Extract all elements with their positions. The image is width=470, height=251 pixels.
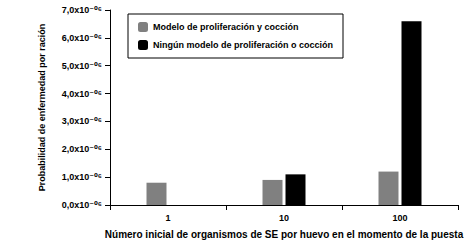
svg-text:Probabilidad de enfermedad por: Probabilidad de enfermedad por ración (37, 24, 47, 192)
svg-text:3,0x10⁻⁰⁶: 3,0x10⁻⁰⁶ (62, 116, 102, 126)
svg-text:Ningún modelo de proliferación: Ningún modelo de proliferación o cocción (153, 40, 333, 50)
svg-text:Modelo de proliferación y cocc: Modelo de proliferación y cocción (153, 22, 299, 32)
svg-text:4,0x10⁻⁰⁶: 4,0x10⁻⁰⁶ (62, 89, 102, 99)
svg-text:1: 1 (165, 213, 170, 223)
svg-text:0,0x10⁻⁰⁶: 0,0x10⁻⁰⁶ (62, 200, 102, 210)
svg-text:1,0x10⁻⁰⁶: 1,0x10⁻⁰⁶ (62, 172, 102, 182)
svg-text:7,0x10⁻⁰⁶: 7,0x10⁻⁰⁶ (62, 5, 102, 15)
svg-text:Número inicial de organismos d: Número inicial de organismos de SE por h… (105, 229, 464, 240)
svg-text:6,0x10⁻⁰⁶: 6,0x10⁻⁰⁶ (62, 33, 102, 43)
svg-text:10: 10 (279, 213, 289, 223)
svg-text:100: 100 (392, 213, 407, 223)
svg-text:2,0x10⁻⁰⁶: 2,0x10⁻⁰⁶ (62, 144, 102, 154)
svg-text:5,0x10⁻⁰⁶: 5,0x10⁻⁰⁶ (62, 61, 102, 71)
